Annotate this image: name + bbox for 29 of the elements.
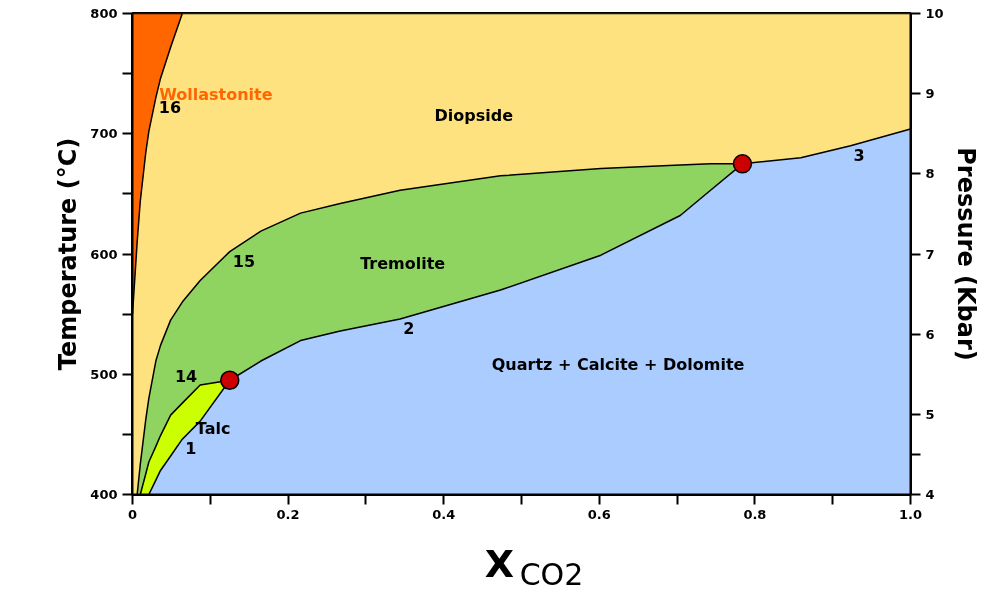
x-tick-label: 0.2 [276,506,300,522]
y-tick-label: 600 [90,246,118,262]
x-tick-label: 0.6 [587,506,611,522]
x-tick-label: 0 [127,506,138,522]
y-tick-label: 800 [90,6,118,21]
x-tick-label: 1.0 [898,506,923,522]
annotation: 3 [853,145,865,165]
annotation: 15 [232,251,256,271]
series-label: Quartz + Calcite + Dolomite [491,355,745,375]
series-label: Tremolite [360,253,446,273]
series-label: Talc [195,418,231,438]
x-tick-label: 0.4 [432,506,456,522]
y-tick-label: 500 [90,366,118,382]
annotation: 2 [403,318,415,338]
y2-axis-title: Pressure (Kbar) [951,147,980,361]
y2-tick-label: 9 [925,86,935,102]
y2-tick-label: 7 [925,246,935,262]
series-label: Diopside [434,106,514,126]
y2-tick-label: 10 [925,6,944,21]
y2-tick-label: 5 [925,406,935,422]
y2-tick-label: 8 [925,166,935,182]
annotation: 1 [185,439,197,459]
y2-tick-label: 4 [925,487,935,502]
x-tick-label: 0.8 [743,506,767,522]
y-tick-label: 400 [90,487,118,502]
y-axis-title: Temperature (°C) [54,137,83,371]
y-tick-label: 700 [90,126,118,142]
y2-tick-label: 6 [925,326,935,342]
annotation: 14 [174,367,198,387]
